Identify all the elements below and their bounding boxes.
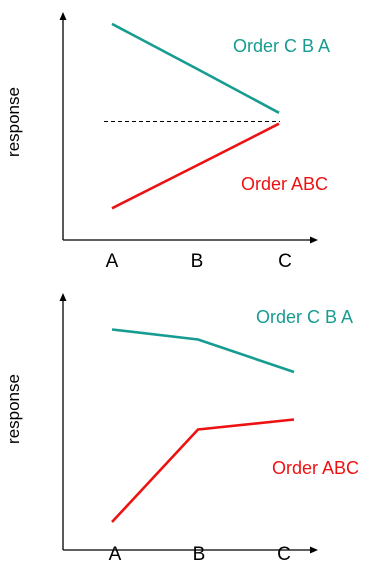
x-tick-label: A bbox=[108, 544, 122, 565]
series-line-order-abc bbox=[111, 122, 280, 210]
x-axis-arrowhead bbox=[310, 546, 318, 554]
chart-panel-bottom: response Order C B A Order ABC A B C bbox=[0, 283, 390, 567]
x-tick-label: B bbox=[190, 251, 204, 272]
series-label-order-cba: Order C B A bbox=[256, 307, 354, 327]
x-tick-label: B bbox=[192, 544, 206, 565]
y-axis-label: response bbox=[4, 374, 23, 444]
x-axis-arrowhead bbox=[310, 236, 318, 244]
x-tick-label: C bbox=[277, 544, 291, 565]
x-tick-label: A bbox=[105, 251, 119, 272]
series-label-order-cba: Order C B A bbox=[233, 36, 331, 56]
series-line-order-cba bbox=[111, 22, 280, 114]
x-tick-label: C bbox=[278, 251, 292, 272]
y-axis-arrowhead bbox=[59, 293, 67, 301]
series-label-order-abc: Order ABC bbox=[241, 174, 329, 194]
chart-panel-top: response Order C B A Order ABC A B C bbox=[0, 0, 390, 283]
chart-plot-bottom bbox=[59, 293, 318, 554]
y-axis-label: response bbox=[4, 87, 23, 157]
chart-plot-top bbox=[59, 12, 318, 244]
series-line-order-abc bbox=[111, 418, 295, 523]
y-axis-arrowhead bbox=[59, 12, 67, 20]
series-label-order-abc: Order ABC bbox=[272, 458, 360, 478]
series-line-order-cba bbox=[111, 328, 295, 374]
